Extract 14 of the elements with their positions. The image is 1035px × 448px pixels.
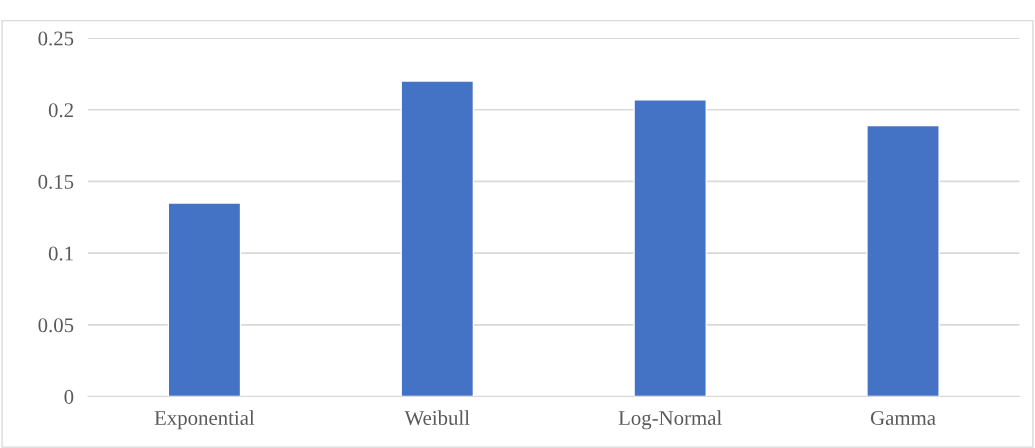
x-tick-label: Log-Normal <box>618 410 722 430</box>
bar <box>167 202 242 397</box>
y-tick-label: 0.05 <box>38 318 74 333</box>
x-tick-label: Weibull <box>404 410 470 426</box>
y-tick-label: 0.15 <box>38 174 74 189</box>
x-tick-label: Gamma <box>870 411 936 426</box>
y-tick-label: 0.25 <box>38 31 74 46</box>
x-tick-label: Exponential <box>154 410 255 430</box>
y-tick-label: 0.1 <box>48 246 73 261</box>
bar <box>866 124 940 397</box>
y-tick-label: 0.2 <box>48 103 73 118</box>
bar <box>400 80 475 397</box>
y-tick-label: 0 <box>64 389 74 404</box>
bar <box>633 99 707 397</box>
